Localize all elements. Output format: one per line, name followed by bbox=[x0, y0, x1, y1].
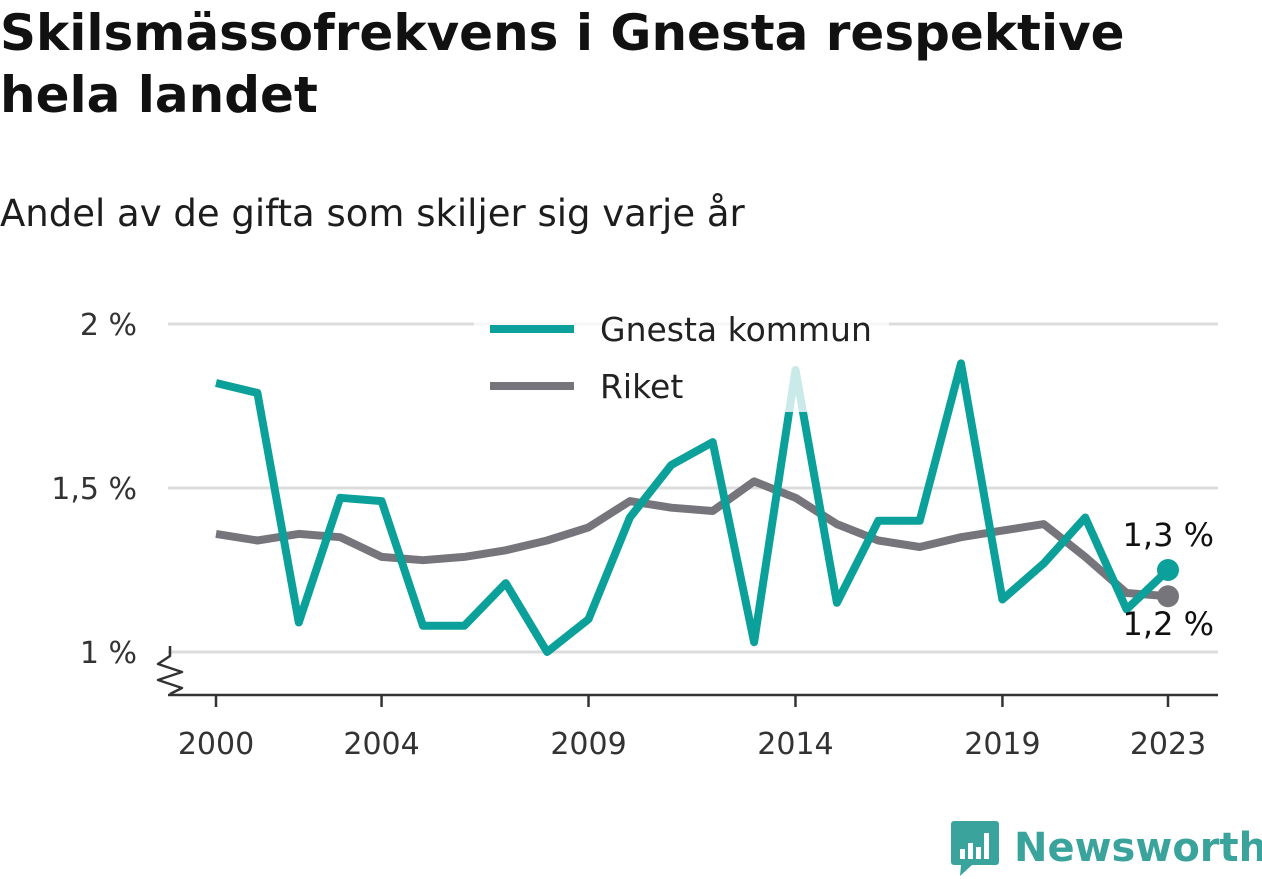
axis-break-mark bbox=[156, 646, 184, 696]
chart-subtitle: Andel av de gifta som skiljer sig varje … bbox=[0, 192, 745, 235]
endpoint-marker bbox=[1157, 585, 1179, 608]
x-tick-label: 2009 bbox=[550, 727, 626, 762]
chart-axes: 1 % 1,5 % 2 % 2000 2004 2009 2014 2019 2023 bbox=[51, 308, 1218, 762]
y-tick-label: 1 % bbox=[80, 636, 137, 671]
endpoint-marker bbox=[1157, 559, 1179, 581]
x-tick-label: 2004 bbox=[343, 727, 419, 762]
brand-logo: Newsworthy bbox=[950, 818, 1262, 878]
x-tick-label: 2019 bbox=[964, 727, 1040, 762]
chart-title: Skilsmässofrekvens i Gnesta respektive h… bbox=[0, 4, 1125, 124]
data-series bbox=[215, 359, 1171, 656]
series-line-riket bbox=[215, 477, 1169, 601]
x-tick-label: 2023 bbox=[1130, 727, 1206, 762]
legend-label: Riket bbox=[600, 367, 683, 406]
end-label-riket: 1,2 % bbox=[1123, 605, 1214, 643]
legend-background bbox=[474, 300, 889, 412]
end-labels: 1,3 % 1,2 % bbox=[1123, 516, 1214, 643]
x-tick-label: 2014 bbox=[757, 727, 833, 762]
y-tick-label: 1,5 % bbox=[51, 472, 137, 507]
legend-label: Gnesta kommun bbox=[600, 310, 872, 349]
y-tick-label: 2 % bbox=[80, 308, 137, 343]
brand-name: Newsworthy bbox=[1014, 825, 1262, 871]
series-line-gnesta bbox=[215, 359, 1171, 656]
chart-speech-bubble-icon bbox=[951, 821, 999, 876]
x-tick-label: 2000 bbox=[178, 727, 254, 762]
end-label-gnesta: 1,3 % bbox=[1123, 516, 1214, 554]
legend: Gnesta kommun Riket bbox=[474, 300, 889, 412]
